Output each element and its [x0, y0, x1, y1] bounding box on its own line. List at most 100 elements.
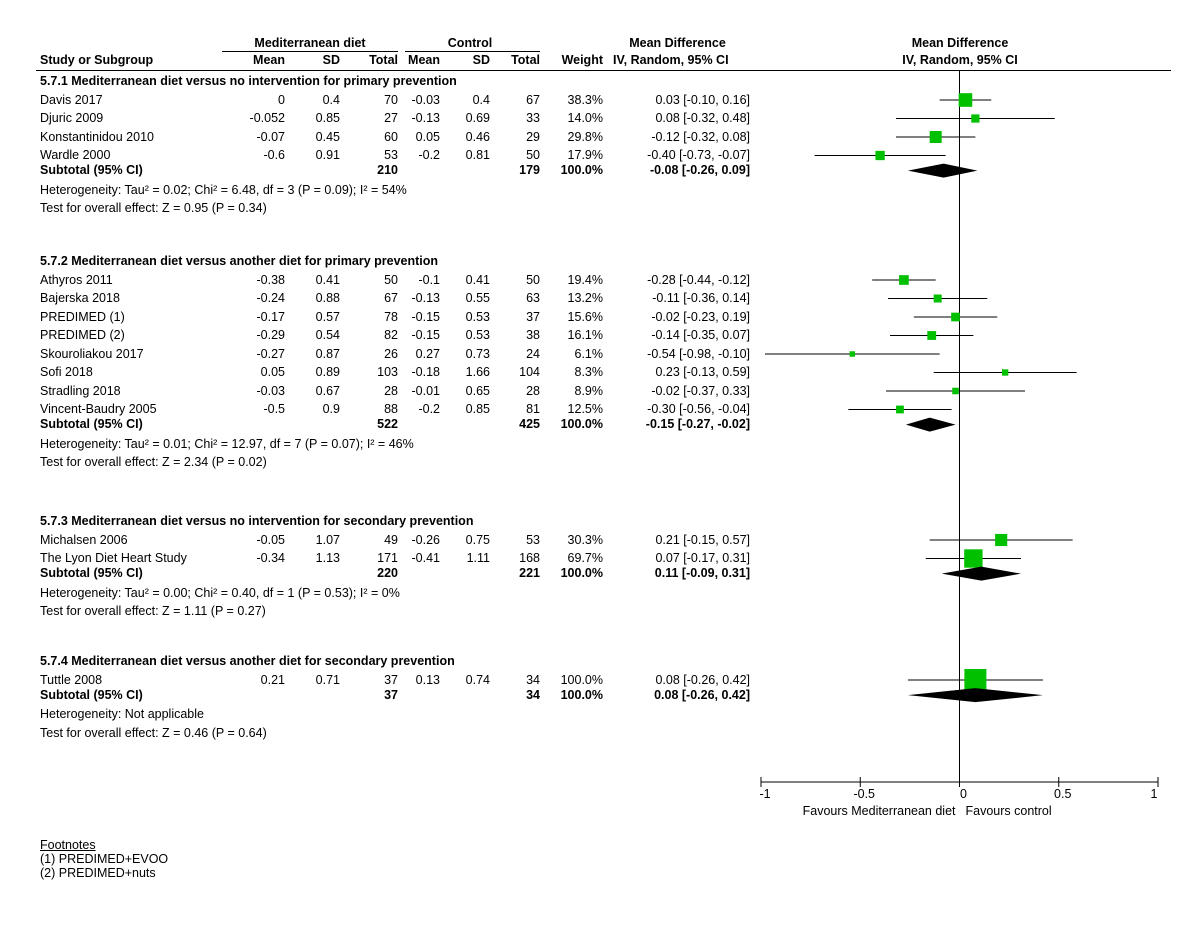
header-underline-control: [405, 51, 540, 52]
study-c-sd: 0.73: [465, 346, 490, 361]
header-plot-sub: IV, Random, 95% CI: [902, 53, 1018, 67]
study-effect-marker: [964, 669, 987, 691]
study-name: Skouroliakou 2017: [40, 346, 144, 361]
study-e-mean: -0.6: [263, 148, 285, 162]
heterogeneity-text: Heterogeneity: Tau² = 0.01; Chi² = 12.97…: [40, 436, 414, 451]
study-c-mean: -0.03: [411, 92, 441, 107]
study-e-sd: 0.87: [315, 346, 340, 361]
header-weight: Weight: [561, 53, 603, 67]
study-ci: -0.14 [-0.35, 0.07]: [651, 328, 750, 342]
study-name: Bajerska 2018: [40, 291, 120, 305]
favours-left-label: Favours Mediterranean diet: [803, 804, 956, 818]
study-ci: -0.02 [-0.23, 0.19]: [651, 309, 750, 324]
study-weight: 6.1%: [574, 346, 604, 361]
study-ci: -0.02 [-0.37, 0.33]: [651, 383, 750, 398]
study-e-total: 28: [384, 383, 398, 398]
header-e-sd: SD: [322, 53, 340, 67]
study-e-total: 103: [377, 365, 398, 379]
study-weight: 17.9%: [567, 148, 603, 162]
study-name: Davis 2017: [40, 92, 103, 107]
study-c-total: 104: [519, 365, 540, 379]
header-rule: [36, 70, 1171, 71]
study-c-total: 53: [526, 532, 540, 547]
study-weight: 8.9%: [574, 383, 604, 398]
group-title: 5.7.4 Mediterranean diet versus another …: [40, 654, 455, 668]
study-e-mean: 0: [278, 92, 285, 107]
study-weight: 8.3%: [574, 365, 604, 379]
overall-effect-text: Test for overall effect: Z = 2.34 (P = 0…: [40, 455, 267, 470]
study-name: Sofi 2018: [40, 365, 93, 379]
study-weight: 69.7%: [567, 551, 603, 565]
subtotal-c-total: 425: [519, 417, 540, 432]
study-c-mean: -0.18: [411, 365, 441, 379]
study-c-mean: -0.15: [411, 328, 441, 342]
study-c-total: 28: [526, 383, 540, 398]
study-c-sd: 0.53: [465, 328, 490, 342]
x-axis-tick-label: 1: [1151, 787, 1158, 801]
study-e-sd: 0.67: [315, 383, 340, 398]
study-ci: 0.03 [-0.10, 0.16]: [655, 92, 750, 107]
study-e-mean: -0.05: [256, 532, 286, 547]
group-title: 5.7.3 Mediterranean diet versus no inter…: [40, 514, 474, 528]
study-name: Stradling 2018: [40, 383, 121, 398]
study-weight: 13.2%: [567, 291, 603, 305]
study-c-total: 24: [526, 346, 540, 361]
subtotal-e-total: 210: [377, 163, 398, 178]
study-c-sd: 0.74: [465, 672, 490, 687]
study-c-mean: -0.01: [411, 383, 441, 398]
study-c-total: 37: [526, 309, 540, 324]
study-ci: 0.08 [-0.26, 0.42]: [655, 672, 750, 687]
x-axis-tick-label: -1: [759, 787, 770, 801]
header-md-sub: IV, Random, 95% CI: [613, 53, 729, 67]
study-e-total: 27: [384, 111, 398, 125]
study-weight: 38.3%: [567, 92, 603, 107]
study-c-sd: 0.55: [465, 291, 490, 305]
header-e-mean: Mean: [253, 53, 285, 67]
study-e-total: 53: [384, 148, 398, 162]
study-c-sd: 0.85: [465, 402, 490, 416]
subtotal-ci: -0.08 [-0.26, 0.09]: [649, 163, 750, 178]
study-e-total: 49: [384, 532, 398, 547]
study-e-sd: 0.71: [315, 672, 340, 687]
study-effect-marker: [929, 130, 942, 144]
study-c-total: 81: [526, 402, 540, 416]
group-title: 5.7.2 Mediterranean diet versus another …: [40, 254, 439, 268]
study-weight: 29.8%: [567, 129, 603, 144]
study-effect-marker: [958, 93, 973, 107]
study-c-sd: 0.75: [465, 532, 490, 547]
footnote-1: (1) PREDIMED+EVOO: [40, 852, 169, 866]
study-weight: 30.3%: [567, 532, 603, 547]
study-e-total: 171: [377, 551, 398, 565]
study-c-total: 38: [526, 328, 540, 342]
study-e-mean: -0.5: [263, 402, 285, 416]
study-e-sd: 0.57: [315, 309, 340, 324]
header-underline-experimental: [222, 51, 398, 52]
study-name: PREDIMED (1): [40, 309, 125, 324]
header-md-title: Mean Difference: [629, 36, 726, 50]
study-c-total: 168: [519, 551, 540, 565]
study-name: Michalsen 2006: [40, 532, 128, 547]
study-weight: 16.1%: [567, 328, 603, 342]
study-c-sd: 0.53: [465, 309, 490, 324]
subtotal-diamond: [941, 566, 1022, 581]
study-e-mean: -0.34: [256, 551, 286, 565]
study-e-sd: 0.54: [315, 328, 340, 342]
study-name: PREDIMED (2): [40, 328, 125, 342]
study-ci: -0.30 [-0.56, -0.04]: [647, 402, 750, 416]
study-c-mean: 0.27: [415, 346, 440, 361]
study-e-mean: -0.29: [256, 328, 286, 342]
study-ci: -0.12 [-0.32, 0.08]: [651, 129, 750, 144]
subtotal-weight: 100.0%: [560, 687, 603, 702]
subtotal-weight: 100.0%: [560, 417, 603, 432]
study-c-mean: -0.41: [411, 551, 441, 565]
overall-effect-text: Test for overall effect: Z = 0.95 (P = 0…: [40, 201, 267, 216]
study-name: The Lyon Diet Heart Study: [40, 551, 187, 565]
overall-effect-text: Test for overall effect: Z = 0.46 (P = 0…: [40, 725, 267, 740]
study-name: Wardle 2000: [40, 148, 111, 162]
x-axis-tick-label: -0.5: [853, 787, 875, 801]
study-c-mean: -0.2: [418, 148, 440, 162]
study-e-mean: -0.052: [249, 111, 285, 125]
study-effect-marker: [952, 387, 959, 395]
study-weight: 19.4%: [567, 272, 603, 287]
